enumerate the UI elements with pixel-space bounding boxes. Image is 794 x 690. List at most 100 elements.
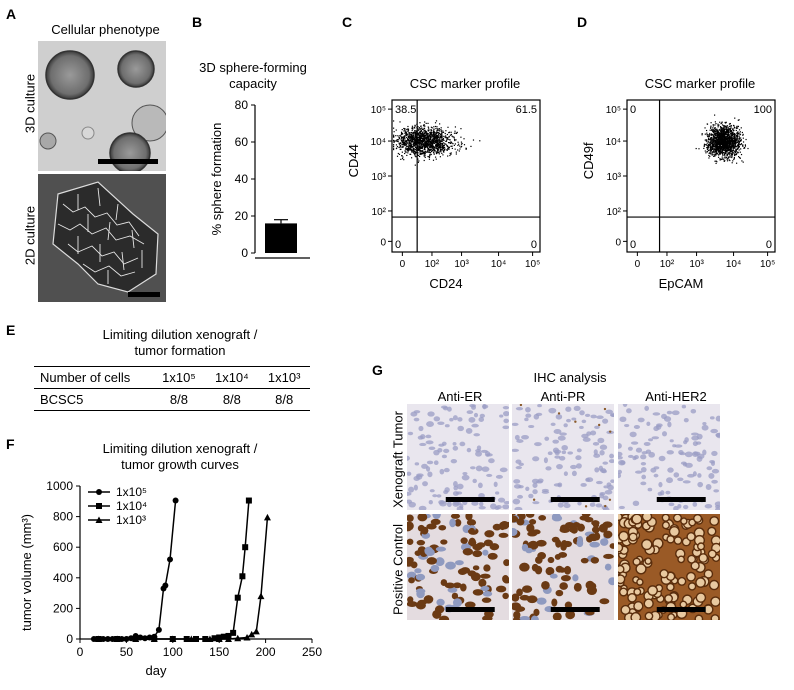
panel-e-title-line1: Limiting dilution xenograft / [102,327,258,342]
data-point [243,633,251,641]
ihc-column-header-er: Anti-ER [437,389,483,404]
table-col-header: 1x10³ [267,370,301,385]
y-axis-label: CD44 [346,144,361,177]
quadrant-label-bottom-right: 0 [766,239,772,251]
y-tick-label: 10⁴ [606,137,621,148]
x-tick-label: 10² [425,259,440,270]
scale-bar [550,607,600,612]
y-axis-label: tumor volume (mm³) [19,514,34,631]
data-point [224,635,232,642]
ihc-image-xenograft-er [407,404,509,510]
y-tick-label: 10³ [372,172,387,183]
limiting-dilution-table: Number of cells 1x10⁵ 1x10⁴ 1x10³ BCSC5 … [34,366,310,411]
series-3 [95,513,271,642]
data-point [239,573,246,580]
x-tick-label: 0 [77,645,84,659]
x-tick-label: 100 [163,645,183,659]
data-point [220,633,227,640]
scale-bar [550,497,600,502]
panel-a-row-label-3d: 3D culture [22,73,38,134]
x-axis-label: day [146,663,167,678]
y-tick-label: 80 [235,98,249,112]
data-point [172,497,179,504]
y-tick-label: 20 [235,209,249,223]
table-cell: 8/8 [222,392,241,407]
panel-e-title-line2: tumor formation [134,343,226,358]
data-point [245,497,252,504]
legend-label: 1x10⁴ [116,499,147,513]
panel-f-title-line1: Limiting dilution xenograft / [102,441,258,456]
data-point [252,627,260,635]
x-tick-label: 200 [256,645,276,659]
panel-f-letter: F [6,436,15,452]
y-tick-label: 10⁵ [371,105,386,116]
plot-frame [391,99,541,253]
y-tick-label: 10⁴ [371,137,386,148]
table-header-label: Number of cells [40,370,131,385]
y-tick-label: 800 [53,510,73,524]
y-tick-label: 0 [380,237,386,248]
x-tick-label: 10³ [454,259,469,270]
data-point [215,635,223,642]
data-point [162,582,169,589]
3d-culture-micrograph [38,41,166,171]
y-tick-label: 200 [53,601,73,615]
x-tick-label: 10⁵ [760,259,775,270]
scale-bar [656,607,706,612]
data-point [230,629,237,636]
panel-c-title: CSC marker profile [409,76,521,91]
x-tick-label: 10⁴ [491,259,506,270]
x-tick-label: 150 [209,645,229,659]
panel-c-letter: C [342,14,353,30]
x-tick-label: 10⁵ [525,259,540,270]
x-tick-label: 0 [400,259,406,270]
x-axis-label: EpCAM [659,276,704,291]
panel-d-title: CSC marker profile [644,76,756,91]
panel-e-letter: E [6,322,16,338]
panel-d-letter: D [577,14,588,30]
data-point [187,635,195,642]
ihc-column-header-pr: Anti-PR [540,389,586,404]
sphere-formation-bar-chart: 0 20 40 60 80 % sphere formation [209,98,310,260]
table-col-header: 1x10⁴ [214,370,249,385]
tumor-growth-line-chart: 0 50 100 150 200 250 0 200 400 600 800 1000 day tumor… [19,479,322,678]
x-tick-label: 10³ [689,259,704,270]
x-tick-label: 10² [660,259,675,270]
panel-b-title-line2: capacity [229,76,277,91]
quadrant-label-top-right: 100 [754,104,772,116]
panel-a-title: Cellular phenotype [51,22,160,37]
x-tick-label: 50 [120,645,134,659]
ihc-image-positive-pr [512,514,614,620]
y-tick-label: 0 [615,237,621,248]
panel-f-title-line2: tumor growth curves [121,457,239,472]
ihc-image-xenograft-her2 [618,404,720,510]
y-axis-label: CD49f [581,142,596,179]
ihc-column-header-her2: Anti-HER2 [645,389,707,404]
ihc-image-positive-her2 [618,514,720,620]
scale-bar [656,497,706,502]
y-tick-label: 600 [53,540,73,554]
data-point [234,634,242,642]
y-tick-label: 60 [235,135,249,149]
panel-b-letter: B [192,14,203,30]
data-point [95,516,103,523]
panel-g-letter: G [372,362,383,378]
y-tick-label: 10⁵ [606,105,621,116]
x-axis-label: CD24 [429,276,462,291]
data-point [96,489,102,495]
bar [265,223,297,253]
table-row-name: BCSC5 [40,392,84,407]
ihc-image-positive-er [407,514,509,620]
quadrant-label-top-right: 61.5 [516,104,537,116]
y-axis-label: % sphere formation [209,123,224,236]
y-tick-label: 10³ [607,172,622,183]
x-tick-label: 0 [635,259,641,270]
data-point [206,635,214,642]
x-tick-label: 250 [302,645,322,659]
ihc-row-label-xenograft: Xenograft Tumor [390,411,406,508]
data-point [248,630,256,638]
y-tick-label: 400 [53,571,73,585]
data-point [132,635,140,642]
data-point [242,544,249,551]
